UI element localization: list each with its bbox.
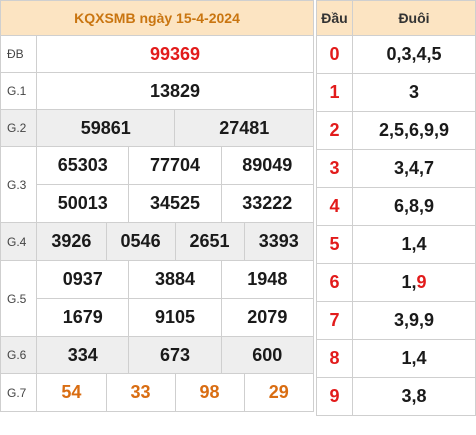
loto-duoi: 3,9,9	[352, 301, 476, 340]
g3-value: 33222	[220, 184, 315, 223]
g4-value: 3393	[244, 223, 313, 260]
g5-value: 0937	[36, 260, 130, 299]
g7-value: 33	[106, 374, 176, 411]
g5-value: 9105	[128, 298, 222, 337]
g6-value: 600	[220, 336, 315, 374]
prize-label-db: ĐB	[0, 35, 38, 73]
loto-duoi-plain: 1,	[401, 272, 417, 292]
loto-duoi: 2,5,6,9,9	[352, 111, 476, 150]
loto-dau: 4	[316, 187, 353, 226]
g1-value: 13829	[36, 72, 314, 110]
g4-value: 0546	[106, 223, 176, 260]
loto-duoi: 3	[352, 73, 476, 112]
g6-value: 334	[36, 336, 130, 374]
loto-dau: 0	[316, 35, 353, 74]
results-title: KQXSMB ngày 15-4-2024	[0, 0, 314, 36]
loto-dau: 6	[316, 263, 353, 302]
prize-label-g7: G.7	[0, 373, 38, 412]
prize-label-g4: G.4	[0, 222, 38, 261]
prize-label-g2: G.2	[0, 109, 38, 147]
g5-value: 1679	[36, 298, 130, 337]
g4-value: 3926	[37, 223, 107, 260]
g5-value: 2079	[220, 298, 315, 337]
g3-value: 77704	[128, 146, 222, 185]
loto-duoi: 3,4,7	[352, 149, 476, 188]
g5-value: 3884	[128, 260, 222, 299]
results-table: KQXSMB ngày 15-4-2024 ĐB 99369 G.1 13829…	[0, 0, 315, 412]
g3-value: 89049	[220, 146, 315, 185]
g6-value: 673	[128, 336, 222, 374]
prize-label-g3: G.3	[0, 146, 38, 223]
loto-duoi: 6,8,9	[352, 187, 476, 226]
loto-header-duoi: Đuôi	[352, 0, 476, 36]
special-prize-value: 99369	[36, 35, 314, 73]
g5-value: 1948	[220, 260, 315, 299]
loto-dau: 9	[316, 377, 353, 416]
g2-value: 27481	[174, 109, 314, 147]
loto-dau: 3	[316, 149, 353, 188]
loto-duoi: 1,4	[352, 339, 476, 378]
g3-value: 65303	[36, 146, 130, 185]
loto-dau: 2	[316, 111, 353, 150]
loto-header-dau: Đầu	[316, 0, 353, 36]
g4-value: 2651	[175, 223, 245, 260]
g3-value: 34525	[128, 184, 222, 223]
g7-value: 98	[175, 374, 245, 411]
g2-value: 59861	[36, 109, 176, 147]
g7-value: 29	[268, 382, 289, 402]
loto-dau: 5	[316, 225, 353, 264]
loto-dau: 7	[316, 301, 353, 340]
loto-duoi: 0,3,4,5	[352, 35, 476, 74]
prize-label-g6: G.6	[0, 336, 38, 374]
loto-duoi: 3,8	[352, 377, 476, 416]
g7-value: 54	[37, 374, 107, 411]
loto-duoi-special: 9	[416, 272, 427, 292]
loto-duoi: 1,4	[352, 225, 476, 264]
prize-label-g5: G.5	[0, 260, 38, 337]
loto-duoi: 1,9	[352, 263, 476, 302]
g3-value: 50013	[36, 184, 130, 223]
loto-dau: 8	[316, 339, 353, 378]
prize-label-g1: G.1	[0, 72, 38, 110]
loto-dau: 1	[316, 73, 353, 112]
